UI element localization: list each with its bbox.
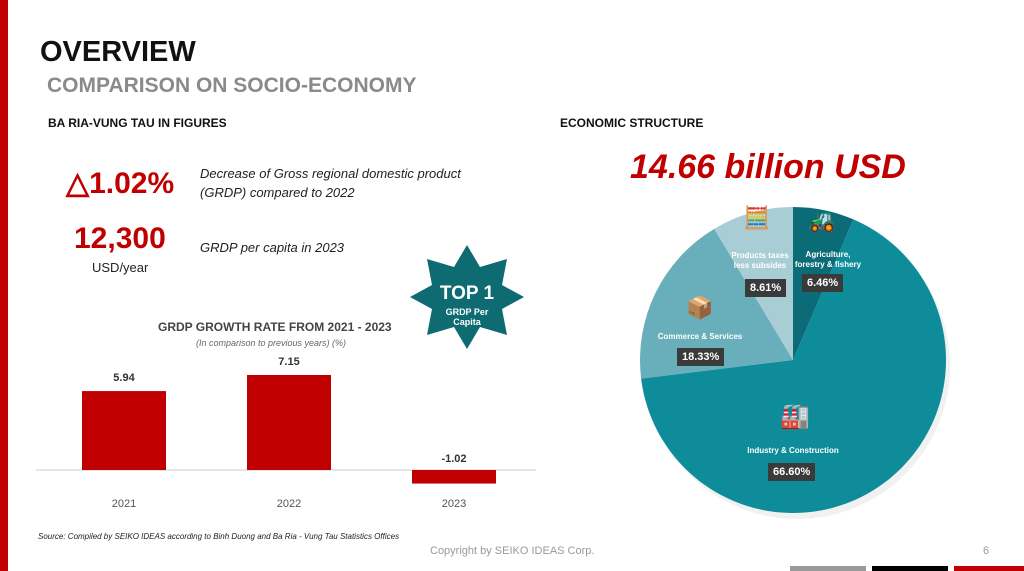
bar-chart: 5.94 2021 7.15 2022 -1.02 2023 — [36, 356, 536, 510]
accent-bar — [0, 0, 8, 571]
bar-chart-title: GRDP GROWTH RATE FROM 2021 - 2023 — [158, 320, 392, 334]
section-title-figures: BA RIA-VUNG TAU IN FIGURES — [48, 116, 227, 130]
page-subtitle: COMPARISON ON SOCIO-ECONOMY — [47, 74, 417, 97]
desc-line: (GRDP) compared to 2022 — [200, 185, 355, 200]
pie-slice-1 — [641, 219, 946, 513]
value-taxes: 8.61% — [745, 279, 787, 297]
calculator-icon: 🧮 — [743, 205, 771, 230]
grdp-change-value: △1.02% — [66, 167, 175, 200]
label-taxes: Products taxes less subsides — [731, 251, 789, 270]
top1-badge-star — [410, 245, 524, 349]
value-commerce: 18.33% — [677, 348, 725, 366]
label-industry: Industry & Construction — [747, 446, 839, 455]
bar-chart-subtitle: (In comparison to previous years) (%) — [196, 338, 347, 348]
x-tick-label: 2021 — [112, 498, 136, 510]
data-label: 7.15 — [278, 356, 299, 368]
footer-stripe — [790, 566, 866, 571]
desc-line: Decrease of Gross regional domestic prod… — [200, 166, 461, 181]
factory-icon: 🏭 — [780, 403, 810, 430]
top1-badge: TOP 1 GRDP Per Capita — [410, 283, 524, 327]
label-agriculture: Agriculture, forestry & fishery — [794, 250, 862, 269]
copyright: Copyright by SEIKO IDEAS Corp. — [430, 545, 595, 557]
bar-2022 — [247, 375, 331, 470]
box-hand-icon: 📦 — [686, 295, 714, 320]
label-commerce: Commerce & Services — [657, 332, 743, 341]
page-number: 6 — [983, 545, 990, 557]
value-industry: 66.60% — [768, 463, 816, 481]
source-note: Source: Compiled by SEIKO IDEAS accordin… — [38, 532, 400, 541]
badge-line: GRDP Per — [445, 307, 489, 317]
data-label: -1.02 — [441, 453, 466, 465]
bar-2021 — [82, 391, 166, 470]
tractor-icon: 🚜 — [808, 208, 836, 233]
grdp-change-desc: Decrease of Gross regional domestic prod… — [200, 164, 461, 202]
x-tick-label: 2022 — [277, 498, 301, 510]
x-tick-label: 2023 — [442, 498, 466, 510]
badge-title: TOP 1 — [439, 283, 495, 304]
grdp-per-capita-desc: GRDP per capita in 2023 — [200, 240, 345, 255]
data-label: 5.94 — [113, 372, 135, 384]
grdp-per-capita-unit: USD/year — [92, 260, 149, 275]
section-title-structure: ECONOMIC STRUCTURE — [560, 116, 704, 130]
bar-2023 — [412, 470, 496, 484]
footer-stripe — [954, 566, 1024, 571]
page-title: OVERVIEW — [40, 36, 196, 68]
badge-line: Capita — [453, 317, 481, 327]
pie-slice-2 — [640, 228, 793, 379]
footer-stripe — [872, 566, 948, 571]
value-agriculture: 6.46% — [802, 274, 844, 292]
economy-total: 14.66 billion USD — [630, 148, 906, 186]
grdp-per-capita-value: 12,300 — [74, 222, 166, 255]
